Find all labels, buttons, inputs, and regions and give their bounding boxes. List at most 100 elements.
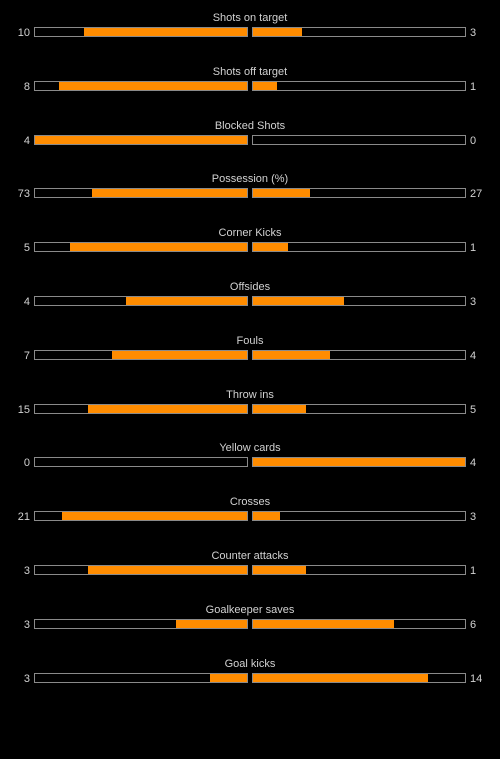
away-bar (252, 618, 466, 629)
match-stats-list: Shots on target 10 3 Shots off target 8 … (0, 11, 500, 710)
away-value: 5 (470, 403, 477, 416)
home-bar (34, 27, 248, 37)
stat-row-fouls: Fouls 7 4 (0, 334, 500, 388)
away-bar (252, 295, 466, 306)
home-bar-fill (209, 673, 247, 682)
home-value: 7 (23, 349, 30, 362)
home-value: 3 (23, 564, 30, 577)
stat-label: Shots on target (212, 12, 288, 24)
stat-label: Yellow cards (219, 442, 281, 455)
home-bar (34, 457, 248, 468)
away-bar (252, 188, 466, 199)
away-bar (252, 672, 466, 683)
home-value: 73 (17, 188, 30, 201)
away-bar-fill (253, 404, 306, 413)
away-bar (252, 349, 466, 360)
away-value: 6 (470, 618, 477, 631)
stat-label: Goalkeeper saves (205, 603, 295, 616)
home-bar (34, 134, 248, 145)
stat-row-goal-kicks: Goal kicks 3 14 (0, 657, 500, 711)
home-bar-fill (112, 350, 247, 359)
home-value: 15 (17, 403, 30, 416)
away-bar-fill (253, 28, 302, 36)
home-bar (34, 242, 248, 253)
stat-label: Shots off target (212, 65, 288, 78)
home-bar-fill (70, 243, 247, 252)
home-bar (34, 618, 248, 629)
away-value: 1 (470, 80, 477, 93)
home-bar (34, 349, 248, 360)
home-bar (34, 295, 248, 306)
away-value: 4 (470, 349, 477, 362)
away-bar-fill (253, 243, 289, 252)
stat-label: Corner Kicks (218, 227, 282, 240)
home-bar-fill (61, 512, 247, 521)
away-bar (252, 80, 466, 91)
home-value: 3 (23, 618, 30, 631)
home-value: 10 (17, 27, 30, 39)
away-value: 27 (470, 188, 483, 201)
home-bar-fill (58, 81, 247, 90)
away-bar (252, 134, 466, 145)
away-value: 14 (470, 672, 483, 685)
home-value: 5 (23, 242, 30, 255)
away-bar-fill (253, 350, 331, 359)
away-bar (252, 511, 466, 522)
home-bar (34, 188, 248, 199)
home-bar-fill (88, 565, 247, 574)
stat-row-goalkeeper-saves: Goalkeeper saves 3 6 (0, 603, 500, 657)
stat-label: Offsides (229, 280, 271, 293)
home-bar-fill (83, 28, 247, 36)
stat-label: Possession (%) (211, 173, 289, 186)
home-bar (34, 403, 248, 414)
stat-row-yellow-cards: Yellow cards 0 4 (0, 441, 500, 495)
away-bar (252, 457, 466, 468)
away-bar-fill (253, 189, 311, 198)
away-value: 1 (470, 564, 477, 577)
home-bar-fill (92, 189, 247, 198)
away-value: 3 (470, 27, 477, 39)
stat-label: Crosses (229, 496, 271, 509)
away-bar (252, 403, 466, 414)
home-value: 0 (23, 457, 30, 470)
away-value: 3 (470, 511, 477, 524)
away-value: 4 (470, 457, 477, 470)
stat-label: Goal kicks (224, 657, 276, 670)
stat-row-crosses: Crosses 21 3 (0, 495, 500, 549)
home-bar-fill (88, 404, 247, 413)
away-bar-fill (253, 296, 344, 305)
home-value: 8 (23, 80, 30, 93)
away-bar (252, 27, 466, 37)
stat-row-shots-off-target: Shots off target 8 1 (0, 65, 500, 119)
home-bar-fill (176, 619, 247, 628)
stat-label: Counter attacks (211, 549, 289, 562)
stat-row-throw-ins: Throw ins 15 5 (0, 388, 500, 442)
away-value: 0 (470, 134, 477, 147)
away-bar (252, 242, 466, 253)
stat-row-counter-attacks: Counter attacks 3 1 (0, 549, 500, 603)
stat-label: Fouls (236, 334, 264, 347)
away-bar-fill (253, 673, 428, 682)
home-value: 3 (23, 672, 30, 685)
away-bar-fill (253, 565, 306, 574)
home-bar (34, 511, 248, 522)
away-value: 1 (470, 242, 477, 255)
away-bar-fill (253, 81, 277, 90)
stat-row-shots-on-target: Shots on target 10 3 (0, 11, 500, 65)
home-bar (34, 672, 248, 683)
stat-row-offsides: Offsides 4 3 (0, 280, 500, 334)
home-bar (34, 564, 248, 575)
home-bar-fill (35, 135, 247, 144)
home-bar-fill (125, 296, 247, 305)
stat-label: Throw ins (226, 388, 274, 401)
stat-label: Blocked Shots (214, 119, 286, 132)
stat-row-corner-kicks: Corner Kicks 5 1 (0, 226, 500, 280)
home-value: 21 (17, 511, 30, 524)
away-bar-fill (253, 458, 465, 467)
away-bar-fill (253, 619, 395, 628)
home-bar (34, 80, 248, 91)
stat-row-blocked-shots: Blocked Shots 4 0 (0, 119, 500, 173)
away-bar-fill (253, 512, 280, 521)
home-value: 4 (23, 134, 30, 147)
away-value: 3 (470, 295, 477, 308)
